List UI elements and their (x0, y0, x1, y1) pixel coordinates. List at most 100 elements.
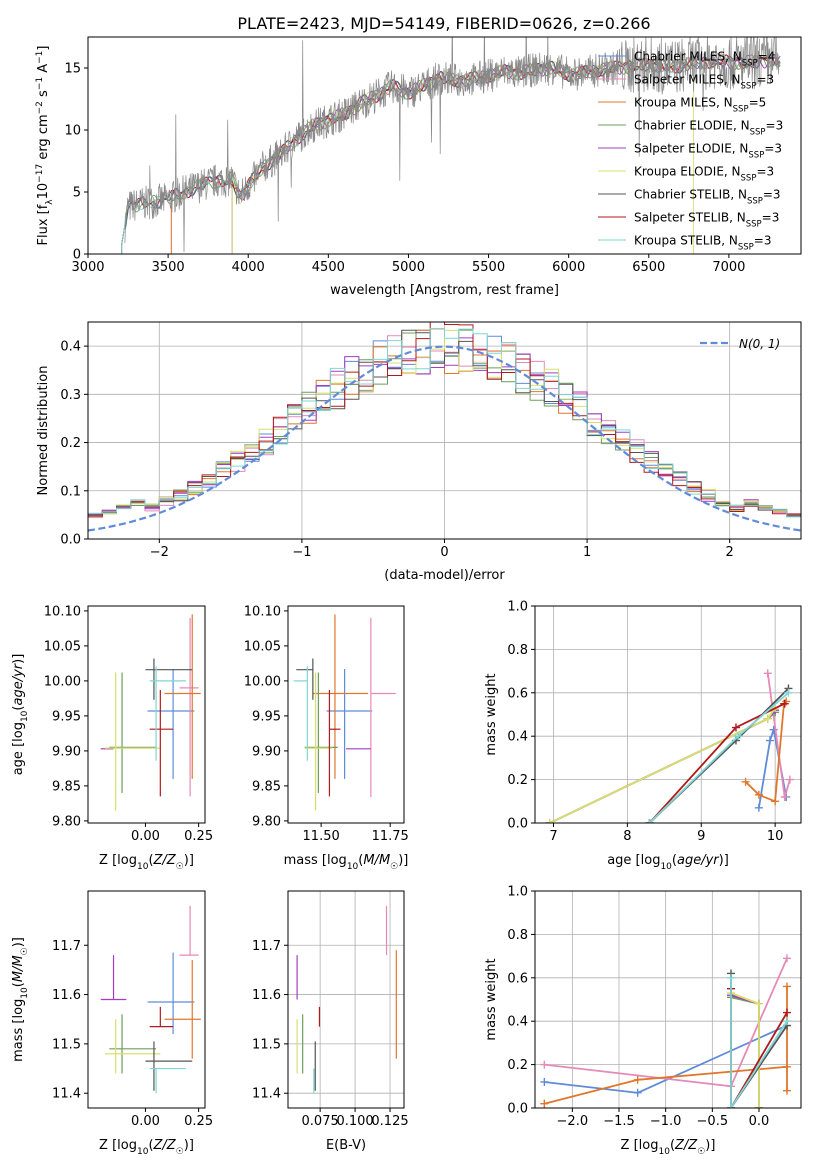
axes-mass-age: 11.50 11.75 9.80 9.85 9.90 9.95 10.00 10.05 10.1… (244, 604, 409, 844)
errorbars-Z-mass (100, 905, 201, 1094)
y-axis-label: mass weight (484, 958, 499, 1040)
y-tick-label: 9.80 (252, 814, 281, 829)
errorbar-kroupa-stelib (149, 1067, 186, 1094)
x-tick-label: 0.125 (371, 1114, 408, 1129)
series-salpeter-elodie (727, 991, 763, 1108)
axes-frame (87, 890, 206, 1109)
data-point-marker (755, 999, 763, 1008)
legend-label: Chabrier ELODIE, NSSP=3 (634, 119, 783, 138)
legend-label: Kroupa STELIB, NSSP=3 (634, 234, 772, 253)
y-tick-label: 10 (64, 124, 81, 139)
x-tick-label: 4500 (312, 260, 345, 275)
x-axis-label: age [log10(age/yr)] (607, 853, 729, 872)
y-tick-label: 10.05 (44, 639, 81, 654)
data-point-marker (545, 819, 554, 823)
series-line (730, 992, 760, 1108)
data-point-marker (763, 669, 772, 678)
axes-age-weight: 7 8 9 10 0.0 0.2 0.4 0.6 0.8 1.0 (507, 600, 802, 844)
lines-age-weight (545, 669, 794, 823)
errorbar-chabrier-stelib (145, 658, 193, 700)
x-tick-label: 1 (583, 545, 591, 560)
data-point-marker (783, 1062, 791, 1071)
errorbar-salpeter-stelib (149, 690, 174, 797)
errorbar-kroupa-miles (164, 960, 201, 1059)
x-tick-label: 6500 (632, 260, 665, 275)
y-tick-label: 0.4 (60, 340, 81, 355)
x-tick-label: 3500 (152, 260, 185, 275)
spectrum-plot (121, 37, 781, 254)
series-kroupa-stelib (727, 973, 791, 1108)
data-point-marker (755, 1104, 763, 1108)
data-point-marker (763, 714, 772, 723)
data-point-marker (731, 723, 740, 732)
data-point-marker (780, 792, 789, 801)
y-tick-label: 9.90 (252, 744, 281, 759)
axes-frame (287, 605, 405, 824)
x-tick-label: 0.00 (131, 829, 160, 844)
y-axis-label: Flux [fλ10−17 erg cm−2 s−1 A−1] (35, 46, 55, 246)
series-kroupa-stelib (645, 688, 793, 823)
y-tick-label: 1.0 (507, 885, 528, 900)
y-tick-label: 9.85 (52, 779, 81, 794)
y-axis-label: Normed distribution (36, 366, 51, 496)
y-tick-label: 0.8 (507, 643, 528, 658)
x-axis-label: mass [log10(M/M☉)] (284, 853, 409, 872)
errorbar-kroupa-miles (164, 614, 201, 779)
panel-ebv-mass (288, 891, 404, 1108)
errorbar-chabrier-elodie (109, 1014, 157, 1074)
y-tick-label: 15 (64, 62, 81, 77)
histogram-salpeter-stelib (88, 322, 801, 539)
errorbar-salpeter-miles (179, 905, 199, 956)
y-tick-label: 11.7 (252, 939, 281, 954)
y-tick-label: 0.6 (507, 686, 528, 701)
y-tick-label: 11.4 (252, 1087, 281, 1102)
x-tick-label: −1 (292, 545, 311, 560)
y-tick-label: 0.8 (507, 928, 528, 943)
series-line (744, 700, 787, 803)
axes-frame (87, 605, 206, 824)
errorbar-chabrier-stelib (296, 658, 314, 700)
x-axis-label: Z [log10(Z/Z☉)] (621, 1138, 716, 1157)
x-tick-label: 9 (697, 829, 705, 844)
x-tick-label: 0.075 (302, 1114, 339, 1129)
x-tick-label: 0.0 (749, 1114, 770, 1129)
data-point-marker (785, 775, 794, 784)
data-point-marker (633, 1088, 642, 1097)
data-point-marker (633, 1075, 642, 1084)
axes-Z-age: 0.00 0.25 9.80 9.85 9.90 9.95 10.00 10.05 10.10 (44, 604, 213, 844)
errorbar-chabrier-miles (147, 669, 195, 779)
x-tick-label: 11.75 (372, 829, 409, 844)
x-tick-label: 7 (549, 829, 557, 844)
legend-label: Kroupa ELODIE, NSSP=3 (634, 165, 774, 184)
y-tick-label: 10.10 (44, 604, 81, 619)
data-point-marker (765, 736, 774, 745)
errorbar-salpeter-elodie (100, 955, 127, 1001)
y-tick-label: 9.95 (252, 709, 281, 724)
y-tick-label: 0.3 (60, 388, 81, 403)
x-axis-label: Z [log10(Z/Z☉)] (99, 853, 194, 872)
axes-frame (534, 890, 802, 1109)
data-point-marker (783, 1086, 791, 1095)
model-line-salpeter-elodie (231, 53, 781, 254)
errorbar-chabrier-elodie (109, 672, 157, 793)
errorbars-Z-age (100, 614, 201, 811)
data-point-marker (645, 819, 654, 823)
data-point-marker (783, 982, 791, 991)
y-tick-label: 0.0 (507, 817, 528, 832)
y-tick-label: 0.2 (507, 773, 528, 788)
observed-spectrum (124, 37, 781, 253)
errorbar-kroupa-elodie (304, 672, 333, 811)
axes-spectrum: 3000 3500 4000 4500 5000 5500 6000 6500 7000 0 5 10… (64, 36, 802, 275)
axes-frame (87, 36, 802, 255)
y-tick-label: 11.6 (252, 988, 281, 1003)
legend-label: Chabrier MILES, NSSP=4 (634, 50, 775, 69)
data-point-marker (540, 1099, 549, 1108)
y-tick-label: 9.90 (52, 744, 81, 759)
data-point-marker (741, 777, 750, 786)
series-kroupa-elodie (545, 703, 780, 823)
data-point-marker (540, 1060, 549, 1069)
x-tick-label: −1.5 (603, 1114, 635, 1129)
x-tick-label: 0.25 (184, 829, 213, 844)
errorbar-chabrier-miles (147, 952, 195, 1035)
x-tick-label: 0 (440, 545, 448, 560)
